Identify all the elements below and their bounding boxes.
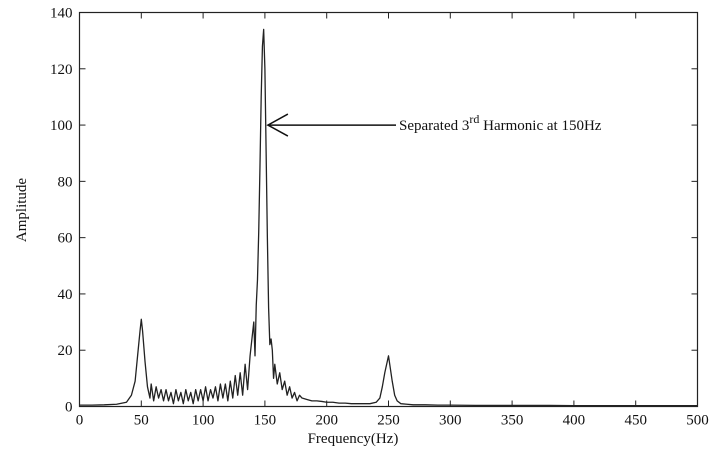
x-tick-label: 450 [624,413,647,429]
y-tick-label: 80 [58,174,73,190]
plot-frame [78,11,699,408]
annotation-arrow-head [266,113,289,137]
x-tick-label: 250 [377,413,400,429]
annotation-text: Separated 3rd Harmonic at 150Hz [399,112,602,134]
y-tick-label: 20 [58,343,73,359]
x-tick-label: 100 [192,413,215,429]
spectrum-series-line [79,28,698,407]
annotation-text-prefix: Separated 3 [399,118,469,134]
annotation-text-suffix: Harmonic at 150Hz [479,118,601,134]
y-tick-label: 60 [58,231,73,247]
y-tick-label: 0 [65,400,73,416]
x-tick-label: 300 [439,413,462,429]
x-axis-label: Frequency(Hz) [308,431,399,447]
y-tick-label: 100 [50,118,73,134]
x-tick-label: 0 [76,413,84,429]
harmonic-annotation: Separated 3rd Harmonic at 150Hz [266,112,602,137]
y-axis-label: Amplitude [14,178,30,243]
y-tick-label: 40 [58,287,73,303]
x-tick-label: 200 [315,413,338,429]
y-axis-ticks: 0 20 40 60 80 100 120 140 [50,6,698,416]
x-axis-ticks: 0 50 100 150 200 250 300 350 400 450 500 [76,12,709,429]
x-tick-label: 400 [563,413,586,429]
y-tick-label: 120 [50,62,73,78]
x-tick-label: 50 [134,413,149,429]
x-tick-label: 150 [254,413,277,429]
x-tick-label: 500 [686,413,709,429]
y-tick-label: 140 [50,6,73,22]
annotation-superscript: rd [469,112,479,126]
x-tick-label: 350 [501,413,524,429]
